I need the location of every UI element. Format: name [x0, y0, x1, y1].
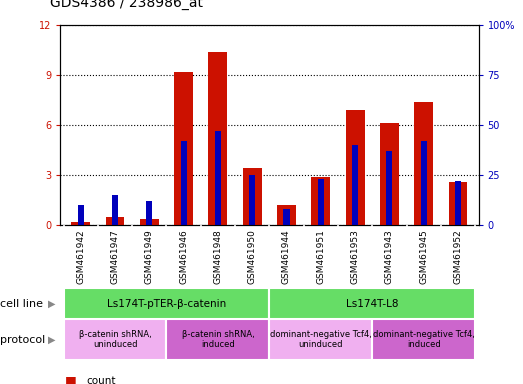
Text: GDS4386 / 238986_at: GDS4386 / 238986_at: [50, 0, 203, 10]
Bar: [112, 195, 118, 225]
Text: GSM461953: GSM461953: [350, 229, 360, 284]
Bar: [317, 179, 324, 225]
Bar: [249, 175, 255, 225]
Bar: [386, 151, 392, 225]
FancyBboxPatch shape: [166, 319, 269, 360]
Bar: [380, 123, 399, 225]
Bar: [420, 141, 427, 225]
Text: GSM461945: GSM461945: [419, 229, 428, 284]
Text: cell line: cell line: [0, 299, 43, 309]
FancyBboxPatch shape: [64, 319, 166, 360]
FancyBboxPatch shape: [64, 288, 269, 319]
Text: GSM461947: GSM461947: [110, 229, 120, 284]
Text: GSM461943: GSM461943: [385, 229, 394, 284]
Text: dominant-negative Tcf4,
uninduced: dominant-negative Tcf4, uninduced: [270, 330, 372, 349]
Text: GSM461949: GSM461949: [145, 229, 154, 284]
Bar: [449, 182, 468, 225]
Text: GSM461944: GSM461944: [282, 229, 291, 284]
Text: GSM461951: GSM461951: [316, 229, 325, 284]
Text: protocol: protocol: [0, 334, 46, 345]
Bar: [283, 209, 290, 225]
Text: GSM461952: GSM461952: [453, 229, 462, 284]
FancyBboxPatch shape: [269, 319, 372, 360]
Text: GSM461942: GSM461942: [76, 229, 85, 284]
Text: ▶: ▶: [48, 299, 55, 309]
FancyBboxPatch shape: [372, 319, 475, 360]
Bar: [209, 51, 228, 225]
Text: GSM461948: GSM461948: [213, 229, 222, 284]
Text: ■: ■: [65, 374, 77, 384]
Bar: [106, 217, 124, 225]
Bar: [146, 201, 152, 225]
Bar: [77, 205, 84, 225]
Bar: [455, 181, 461, 225]
Bar: [71, 222, 90, 225]
Bar: [174, 71, 193, 225]
Text: β-catenin shRNA,
uninduced: β-catenin shRNA, uninduced: [78, 330, 151, 349]
Text: dominant-negative Tcf4,
induced: dominant-negative Tcf4, induced: [373, 330, 474, 349]
Bar: [140, 219, 159, 225]
Text: Ls174T-L8: Ls174T-L8: [346, 299, 399, 309]
Text: count: count: [86, 376, 116, 384]
Bar: [311, 177, 330, 225]
Bar: [352, 145, 358, 225]
Text: GSM461946: GSM461946: [179, 229, 188, 284]
Bar: [243, 168, 262, 225]
Bar: [346, 110, 365, 225]
FancyBboxPatch shape: [269, 288, 475, 319]
Bar: [180, 141, 187, 225]
Bar: [215, 131, 221, 225]
Text: Ls174T-pTER-β-catenin: Ls174T-pTER-β-catenin: [107, 299, 226, 309]
Text: GSM461950: GSM461950: [248, 229, 257, 284]
Text: β-catenin shRNA,
induced: β-catenin shRNA, induced: [181, 330, 254, 349]
Bar: [277, 205, 296, 225]
Bar: [414, 103, 433, 225]
Text: ▶: ▶: [48, 334, 55, 345]
